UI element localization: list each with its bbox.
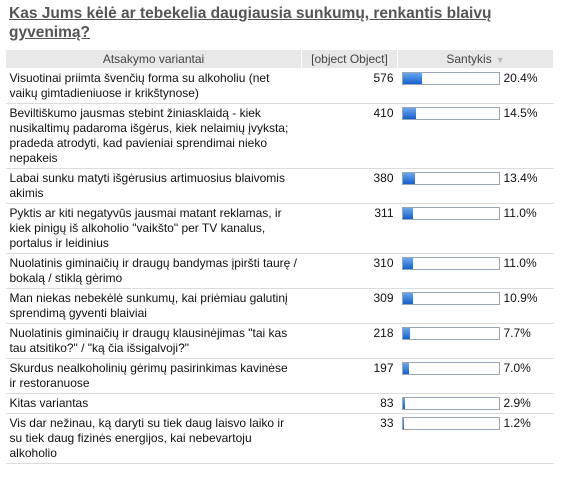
ratio-bar: [401, 417, 500, 430]
ratio-bar: [401, 327, 500, 340]
ratio-cell: 1.2%: [397, 413, 554, 464]
ratio-bar-fill: [402, 73, 423, 84]
ratio-percent: 7.0%: [503, 361, 531, 375]
ratio-bar: [401, 362, 500, 375]
ratio-cell: 14.5%: [397, 103, 554, 169]
vote-count: 218: [301, 323, 398, 359]
table-row: Kitas variantas 83 2.9%: [5, 393, 554, 414]
ratio-bar-fill: [402, 258, 414, 269]
column-header-ratio[interactable]: Santykis ▼: [397, 49, 554, 69]
ratio-bar-fill: [402, 363, 410, 374]
option-label: Nuolatinis giminaičių ir draugų klausinė…: [5, 323, 302, 359]
ratio-bar-fill: [402, 398, 406, 409]
ratio-percent: 11.0%: [503, 256, 537, 270]
ratio-cell: 11.0%: [397, 203, 554, 254]
option-label: Pyktis ar kiti negatyvūs jausmai matant …: [5, 203, 302, 254]
ratio-bar-fill: [402, 173, 416, 184]
column-header-ratio-label: Santykis: [446, 52, 492, 66]
ratio-bar-fill: [402, 418, 404, 429]
table-row: Vis dar nežinau, ką daryti su tiek daug …: [5, 413, 554, 464]
ratio-percent: 13.4%: [503, 171, 538, 185]
poll-title[interactable]: Kas Jums kėlė ar tebekelia daugiausia su…: [9, 5, 492, 41]
ratio-cell: 7.7%: [397, 323, 554, 359]
ratio-percent: 2.9%: [503, 396, 531, 410]
ratio-cell: 20.4%: [397, 68, 554, 104]
ratio-bar-fill: [402, 208, 414, 219]
ratio-bar: [401, 207, 500, 220]
ratio-percent: 1.2%: [503, 416, 531, 430]
table-row: Nuolatinis giminaičių ir draugų bandymas…: [5, 253, 554, 289]
ratio-bar: [401, 72, 500, 85]
ratio-percent: 11.0%: [503, 206, 537, 220]
table-row: Nuolatinis giminaičių ir draugų klausinė…: [5, 323, 554, 359]
ratio-bar: [401, 257, 500, 270]
ratio-percent: 10.9%: [503, 291, 538, 305]
ratio-bar-fill: [402, 108, 417, 119]
vote-count: 310: [301, 253, 398, 289]
option-label: Visuotinai priimta švenčių forma su alko…: [5, 68, 302, 104]
option-label: Labai sunku matyti išgėrusius artimuosiu…: [5, 168, 302, 204]
ratio-bar: [401, 397, 500, 410]
option-label: Skurdus nealkoholinių gėrimų pasirinkima…: [5, 358, 302, 394]
vote-count: 311: [301, 203, 398, 254]
table-body: Visuotinai priimta švenčių forma su alko…: [5, 68, 554, 464]
option-label: Kitas variantas: [5, 393, 302, 414]
sort-descending-icon[interactable]: ▼: [495, 55, 505, 65]
table-row: Labai sunku matyti išgėrusius artimuosiu…: [5, 168, 554, 204]
option-label: Vis dar nežinau, ką daryti su tiek daug …: [5, 413, 302, 464]
vote-count: 576: [301, 68, 398, 104]
ratio-percent: 7.7%: [503, 326, 531, 340]
ratio-bar-fill: [402, 293, 413, 304]
table-row: Beviltiškumo jausmas stebint žiniasklaid…: [5, 103, 554, 169]
ratio-percent: 14.5%: [503, 106, 538, 120]
vote-count: 410: [301, 103, 398, 169]
ratio-cell: 11.0%: [397, 253, 554, 289]
ratio-bar: [401, 172, 500, 185]
option-label: Man niekas nebekėlė sunkumų, kai priėmia…: [5, 288, 302, 324]
column-header-option[interactable]: Atsakymo variantai: [5, 49, 302, 69]
ratio-cell: 7.0%: [397, 358, 554, 394]
ratio-bar: [401, 292, 500, 305]
vote-count: 309: [301, 288, 398, 324]
ratio-percent: 20.4%: [503, 71, 538, 85]
column-header-count[interactable]: [object Object]: [301, 49, 398, 69]
option-label: Beviltiškumo jausmas stebint žiniasklaid…: [5, 103, 302, 169]
ratio-cell: 2.9%: [397, 393, 554, 414]
table-row: Man niekas nebekėlė sunkumų, kai priėmia…: [5, 288, 554, 324]
ratio-cell: 10.9%: [397, 288, 554, 324]
option-label: Nuolatinis giminaičių ir draugų bandymas…: [5, 253, 302, 289]
vote-count: 380: [301, 168, 398, 204]
vote-count: 83: [301, 393, 398, 414]
vote-count: 33: [301, 413, 398, 464]
results-table: Atsakymo variantai [object Object] Santy…: [5, 49, 554, 464]
table-row: Skurdus nealkoholinių gėrimų pasirinkima…: [5, 358, 554, 394]
ratio-bar: [401, 107, 500, 120]
vote-count: 197: [301, 358, 398, 394]
table-row: Pyktis ar kiti negatyvūs jausmai matant …: [5, 203, 554, 254]
ratio-cell: 13.4%: [397, 168, 554, 204]
ratio-bar-fill: [402, 328, 410, 339]
table-row: Visuotinai priimta švenčių forma su alko…: [5, 68, 554, 104]
table-header-row: Atsakymo variantai [object Object] Santy…: [5, 49, 554, 69]
